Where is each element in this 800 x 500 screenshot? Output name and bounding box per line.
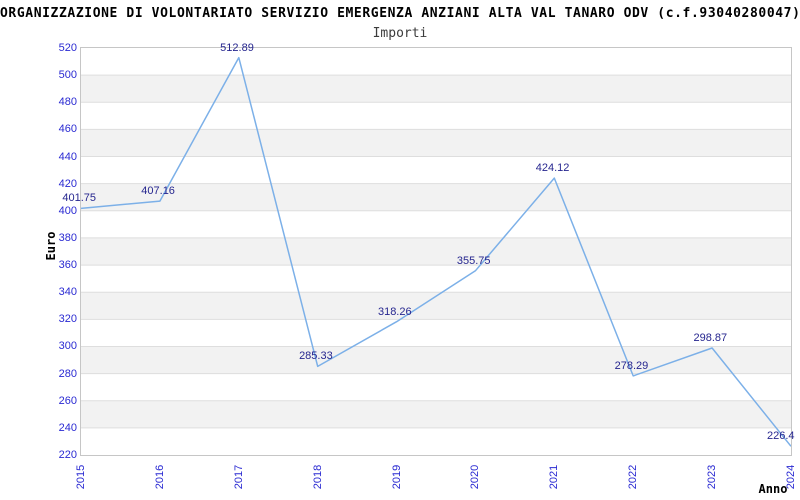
data-point-label: 407.16 (141, 185, 175, 198)
y-tick-label: 380 (58, 231, 77, 244)
y-tick-label: 480 (58, 96, 77, 109)
plot-area (80, 47, 792, 456)
data-point-label: 226.4 (767, 430, 795, 443)
y-tick-label: 440 (58, 150, 77, 163)
y-tick-label: 320 (58, 313, 77, 326)
data-point-label: 424.12 (535, 162, 570, 175)
y-tick-label: 260 (58, 394, 77, 407)
chart-subtitle: Importi (372, 26, 428, 41)
x-tick-label: 2020 (469, 464, 482, 490)
band (81, 129, 791, 157)
y-tick-label: 460 (58, 123, 77, 136)
chart-canvas (80, 56, 792, 447)
y-tick-label: 220 (58, 449, 77, 461)
x-tick-label: 2023 (706, 464, 719, 490)
y-tick-label: 240 (58, 421, 77, 434)
y-tick-label: 500 (58, 69, 77, 82)
data-point-label: 512.89 (220, 41, 254, 54)
band (81, 75, 791, 103)
y-tick-label: 520 (58, 42, 77, 54)
data-point-label: 285.33 (299, 350, 333, 363)
data-point-label: 355.75 (456, 254, 491, 267)
x-tick-label: 2016 (153, 464, 166, 490)
x-tick-label: 2021 (548, 464, 561, 490)
data-point-label: 278.29 (614, 359, 649, 372)
x-tick-label: 2024 (785, 464, 797, 490)
y-tick-label: 300 (58, 340, 77, 353)
band (81, 346, 791, 374)
series-line (80, 56, 792, 447)
x-tick-label: 2015 (75, 464, 87, 490)
band (81, 237, 791, 266)
data-point-label: 318.26 (377, 305, 412, 318)
x-tick-label: 2017 (232, 464, 245, 490)
x-tick-label: 2022 (627, 464, 640, 490)
chart-title: ORGANIZZAZIONE DI VOLONTARIATO SERVIZIO … (0, 6, 800, 21)
y-tick-label: 400 (58, 204, 77, 217)
y-tick-label: 420 (58, 177, 77, 190)
band (81, 400, 791, 428)
y-tick-label: 280 (58, 367, 77, 380)
data-point-label: 401.75 (62, 192, 97, 205)
y-tick-label: 360 (58, 259, 77, 272)
band (81, 183, 791, 211)
x-tick-label: 2018 (311, 464, 324, 490)
data-point-label: 298.87 (693, 331, 728, 344)
x-tick-label: 2019 (390, 464, 403, 490)
y-tick-label: 340 (58, 286, 77, 299)
x-axis-title: Anno (758, 482, 788, 496)
